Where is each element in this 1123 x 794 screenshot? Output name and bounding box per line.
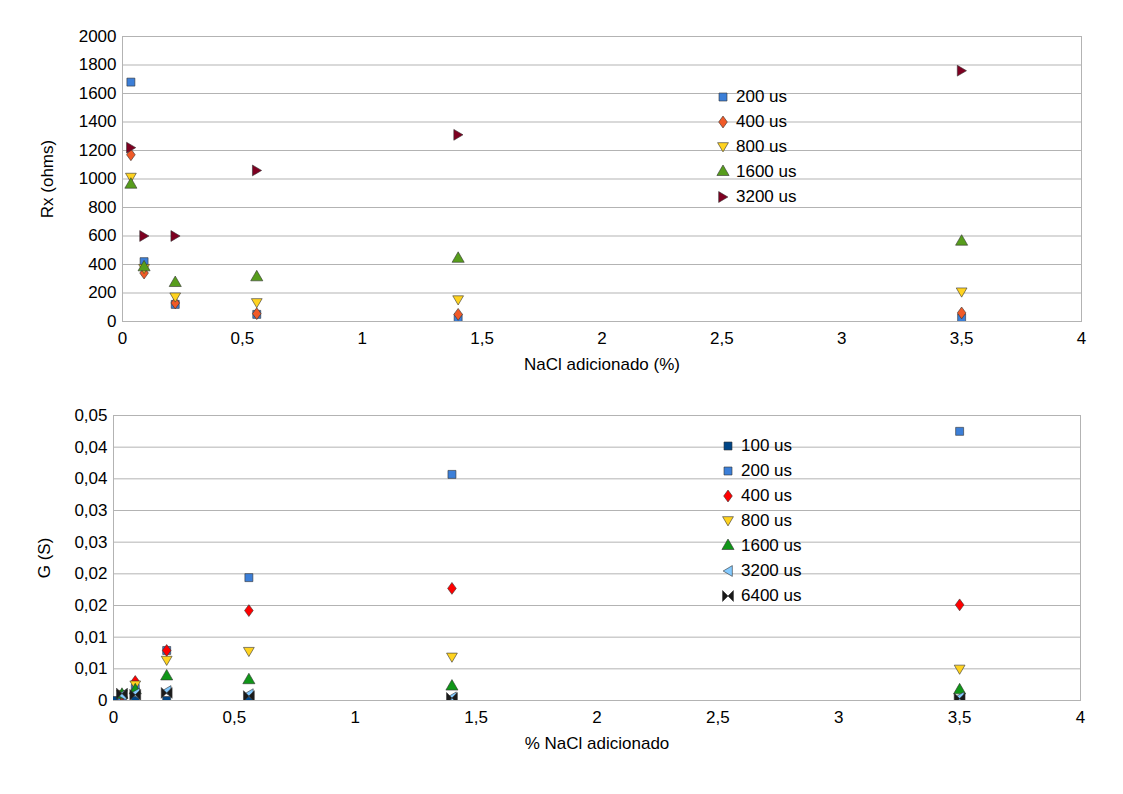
svg-text:0,04: 0,04 bbox=[74, 438, 107, 457]
svg-text:0,03: 0,03 bbox=[74, 501, 107, 520]
svg-text:0,03: 0,03 bbox=[74, 533, 107, 552]
svg-text:Rx (ohms): Rx (ohms) bbox=[38, 140, 57, 218]
svg-text:0: 0 bbox=[118, 329, 127, 348]
svg-text:0,04: 0,04 bbox=[74, 469, 107, 488]
svg-text:0,5: 0,5 bbox=[223, 708, 247, 727]
html-text:3200 us: 3200 us bbox=[736, 186, 797, 206]
svg-text:1400: 1400 bbox=[79, 112, 117, 131]
svg-text:0,02: 0,02 bbox=[74, 564, 107, 583]
svg-text:2,5: 2,5 bbox=[706, 708, 730, 727]
svg-text:4: 4 bbox=[1076, 708, 1085, 727]
svg-text:0: 0 bbox=[98, 691, 107, 710]
svg-text:2000: 2000 bbox=[79, 27, 117, 46]
svg-text:2,5: 2,5 bbox=[710, 329, 734, 348]
svg-text:0,01: 0,01 bbox=[74, 659, 107, 678]
svg-text:0: 0 bbox=[107, 312, 116, 331]
html-text:6400 us: 6400 us bbox=[741, 585, 802, 605]
svg-text:% NaCl adicionado: % NaCl adicionado bbox=[525, 734, 670, 753]
html-text:800 us: 800 us bbox=[736, 136, 787, 156]
svg-text:0: 0 bbox=[109, 708, 118, 727]
svg-text:3,5: 3,5 bbox=[950, 329, 974, 348]
svg-text:NaCl adicionado (%): NaCl adicionado (%) bbox=[524, 355, 680, 374]
html-text:100 us: 100 us bbox=[741, 435, 792, 455]
svg-text:1800: 1800 bbox=[79, 55, 117, 74]
svg-text:3: 3 bbox=[837, 329, 846, 348]
html-text:200 us: 200 us bbox=[741, 460, 792, 480]
svg-text:1,5: 1,5 bbox=[470, 329, 494, 348]
html-text:400 us: 400 us bbox=[736, 111, 787, 131]
svg-text:3: 3 bbox=[834, 708, 843, 727]
svg-text:0,01: 0,01 bbox=[74, 628, 107, 647]
svg-text:1: 1 bbox=[358, 329, 367, 348]
svg-text:2: 2 bbox=[597, 329, 606, 348]
html-text:800 us: 800 us bbox=[741, 510, 792, 530]
svg-text:800: 800 bbox=[88, 198, 116, 217]
svg-text:0,5: 0,5 bbox=[231, 329, 255, 348]
svg-text:1000: 1000 bbox=[79, 169, 117, 188]
svg-text:G (S): G (S) bbox=[35, 538, 54, 579]
svg-text:600: 600 bbox=[88, 226, 116, 245]
svg-text:1200: 1200 bbox=[79, 141, 117, 160]
svg-text:0,05: 0,05 bbox=[74, 406, 107, 425]
svg-text:1: 1 bbox=[351, 708, 360, 727]
svg-text:2: 2 bbox=[592, 708, 601, 727]
svg-text:1600: 1600 bbox=[79, 84, 117, 103]
svg-text:3,5: 3,5 bbox=[948, 708, 972, 727]
html-text:1600 us: 1600 us bbox=[741, 535, 802, 555]
html-text:200 us: 200 us bbox=[736, 86, 787, 106]
svg-text:4: 4 bbox=[1077, 329, 1086, 348]
svg-text:200: 200 bbox=[88, 283, 116, 302]
html-text:400 us: 400 us bbox=[741, 485, 792, 505]
svg-text:0,02: 0,02 bbox=[74, 596, 107, 615]
svg-text:1,5: 1,5 bbox=[464, 708, 488, 727]
html-text:3200 us: 3200 us bbox=[741, 560, 802, 580]
html-text:1600 us: 1600 us bbox=[736, 161, 797, 181]
svg-text:400: 400 bbox=[88, 255, 116, 274]
